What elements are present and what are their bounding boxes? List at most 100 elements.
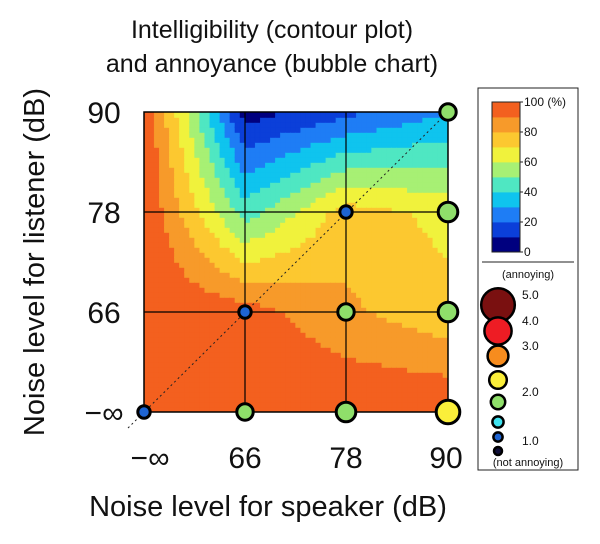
- contour-cell: [244, 211, 251, 218]
- contour-cell: [194, 391, 201, 398]
- contour-cell: [229, 301, 236, 308]
- contour-cell: [169, 281, 176, 288]
- contour-cell: [290, 201, 297, 208]
- contour-cell: [254, 276, 261, 283]
- contour-cell: [199, 226, 206, 233]
- contour-cell: [153, 386, 160, 393]
- contour-cell: [259, 211, 266, 218]
- contour-cell: [412, 256, 419, 263]
- contour-cell: [148, 126, 155, 133]
- contour-cell: [305, 291, 312, 298]
- contour-cell: [335, 161, 342, 168]
- contour-cell: [361, 146, 368, 153]
- contour-cell: [275, 176, 282, 183]
- contour-cell: [396, 196, 403, 203]
- contour-cell: [412, 181, 419, 188]
- contour-cell: [158, 112, 165, 118]
- contour-cell: [335, 196, 342, 203]
- contour-cell: [270, 376, 277, 383]
- contour-cell: [391, 156, 398, 163]
- contour-cell: [396, 126, 403, 133]
- contour-cell: [396, 251, 403, 258]
- contour-cell: [422, 261, 429, 268]
- contour-cell: [234, 171, 241, 178]
- colorbar-segment: [492, 162, 520, 178]
- contour-cell: [234, 256, 241, 263]
- contour-cell: [320, 141, 327, 148]
- contour-cell: [422, 311, 429, 318]
- contour-cell: [407, 296, 414, 303]
- contour-cell: [386, 321, 393, 328]
- contour-cell: [295, 211, 302, 218]
- contour-cell: [325, 196, 332, 203]
- contour-cell: [158, 131, 165, 138]
- contour-cell: [153, 241, 160, 248]
- contour-cell: [300, 171, 307, 178]
- contour-cell: [310, 331, 317, 338]
- contour-cell: [224, 321, 231, 328]
- contour-cell: [376, 391, 383, 398]
- contour-cell: [285, 391, 292, 398]
- contour-cell: [356, 121, 363, 128]
- contour-cell: [158, 286, 165, 293]
- contour-cell: [280, 241, 287, 248]
- contour-cell: [371, 116, 378, 123]
- contour-cell: [280, 226, 287, 233]
- contour-cell: [412, 151, 419, 158]
- contour-cell: [285, 126, 292, 133]
- contour-cell: [391, 226, 398, 233]
- contour-cell: [275, 146, 282, 153]
- contour-cell: [158, 161, 165, 168]
- contour-cell: [169, 326, 176, 333]
- contour-cell: [310, 281, 317, 288]
- contour-cell: [320, 231, 327, 238]
- contour-cell: [259, 216, 266, 223]
- contour-cell: [244, 281, 251, 288]
- contour-cell: [376, 331, 383, 338]
- contour-cell: [422, 166, 429, 173]
- contour-cell: [325, 191, 332, 198]
- contour-cell: [356, 296, 363, 303]
- contour-cell: [295, 231, 302, 238]
- contour-cell: [209, 186, 216, 193]
- contour-cell: [325, 326, 332, 333]
- contour-cell: [259, 336, 266, 343]
- contour-cell: [209, 261, 216, 268]
- contour-cell: [356, 291, 363, 298]
- contour-cell: [148, 226, 155, 233]
- contour-cell: [158, 331, 165, 338]
- contour-cell: [199, 381, 206, 388]
- contour-cell: [224, 181, 231, 188]
- contour-cell: [209, 126, 216, 133]
- contour-cell: [345, 176, 352, 183]
- contour-cell: [158, 376, 165, 383]
- contour-cell: [164, 166, 170, 173]
- x-tick-label: 78: [329, 442, 362, 475]
- contour-cell: [432, 191, 439, 198]
- contour-cell: [219, 281, 226, 288]
- contour-cell: [320, 326, 327, 333]
- contour-cell: [361, 351, 368, 358]
- contour-cell: [144, 276, 150, 283]
- contour-cell: [432, 126, 439, 133]
- contour-cell: [371, 156, 378, 163]
- contour-cell: [184, 136, 191, 143]
- contour-cell: [280, 376, 287, 383]
- contour-cell: [164, 366, 170, 373]
- contour-cell: [437, 266, 444, 273]
- contour-cell: [275, 356, 282, 363]
- contour-cell: [417, 156, 424, 163]
- contour-cell: [330, 156, 337, 163]
- contour-cell: [305, 401, 312, 408]
- contour-cell: [437, 131, 444, 138]
- contour-cell: [174, 241, 181, 248]
- contour-cell: [401, 156, 408, 163]
- contour-cell: [259, 181, 266, 188]
- contour-cell: [391, 251, 398, 258]
- contour-cell: [335, 296, 342, 303]
- contour-cell: [254, 326, 261, 333]
- contour-cell: [169, 171, 176, 178]
- contour-cell: [204, 336, 211, 343]
- contour-cell: [310, 346, 317, 353]
- contour-cell: [214, 316, 221, 323]
